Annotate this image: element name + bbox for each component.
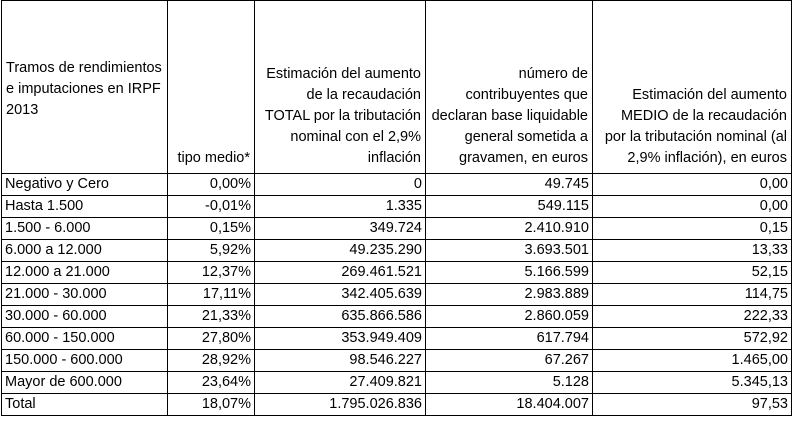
cell-aumento-total: 269.461.521 — [254, 261, 426, 284]
cell-aumento-medio: 572,92 — [592, 327, 792, 350]
table-row: 30.000 - 60.000 21,33% 635.866.586 2.860.05… — [1, 305, 792, 328]
cell-tramo: Total — [1, 393, 168, 416]
table-row: Mayor de 600.000 23,64% 27.409.821 5.128 5.3… — [1, 371, 792, 394]
cell-aumento-medio: 1.465,00 — [592, 349, 792, 372]
cell-aumento-total: 1.795.026.836 — [254, 393, 426, 416]
cell-tramo: Negativo y Cero — [1, 173, 168, 196]
cell-tramo: 30.000 - 60.000 — [1, 305, 168, 328]
table-row: Hasta 1.500 -0,01% 1.335 549.115 0,00 — [1, 195, 792, 218]
cell-aumento-total: 49.235.290 — [254, 239, 426, 262]
cell-contribuyentes: 2.983.889 — [425, 283, 593, 306]
irpf-table: Tramos de rendimientos e imputaciones en… — [1, 0, 792, 416]
cell-aumento-medio: 114,75 — [592, 283, 792, 306]
cell-aumento-total: 98.546.227 — [254, 349, 426, 372]
cell-contribuyentes: 2.860.059 — [425, 305, 593, 328]
cell-tramo: 6.000 a 12.000 — [1, 239, 168, 262]
cell-tramo: 150.000 - 600.000 — [1, 349, 168, 372]
cell-tramo: 1.500 - 6.000 — [1, 217, 168, 240]
cell-aumento-total: 349.724 — [254, 217, 426, 240]
cell-tramo: 12.000 a 21.000 — [1, 261, 168, 284]
cell-aumento-medio: 97,53 — [592, 393, 792, 416]
cell-tramo: Mayor de 600.000 — [1, 371, 168, 394]
cell-tipo-medio: 0,00% — [167, 173, 255, 196]
cell-aumento-total: 1.335 — [254, 195, 426, 218]
table-row: Negativo y Cero 0,00% 0 49.745 0,00 — [1, 173, 792, 196]
cell-tipo-medio: 23,64% — [167, 371, 255, 394]
table-row: 1.500 - 6.000 0,15% 349.724 2.410.910 0,15 — [1, 217, 792, 240]
table-row: 12.000 a 21.000 12,37% 269.461.521 5.166.59… — [1, 261, 792, 284]
cell-aumento-total: 27.409.821 — [254, 371, 426, 394]
cell-tipo-medio: 12,37% — [167, 261, 255, 284]
cell-aumento-medio: 13,33 — [592, 239, 792, 262]
table-body: Negativo y Cero 0,00% 0 49.745 0,00 Hasta 1.5… — [1, 173, 792, 416]
cell-aumento-medio: 5.345,13 — [592, 371, 792, 394]
cell-aumento-total: 353.949.409 — [254, 327, 426, 350]
cell-aumento-medio: 0,00 — [592, 173, 792, 196]
header-aumento-total: Estimación del aumento de la recaudación… — [254, 0, 426, 174]
cell-contribuyentes: 5.128 — [425, 371, 593, 394]
cell-tipo-medio: 0,15% — [167, 217, 255, 240]
cell-contribuyentes: 67.267 — [425, 349, 593, 372]
cell-tipo-medio: 21,33% — [167, 305, 255, 328]
cell-tipo-medio: 28,92% — [167, 349, 255, 372]
cell-aumento-medio: 0,00 — [592, 195, 792, 218]
cell-contribuyentes: 18.404.007 — [425, 393, 593, 416]
cell-tipo-medio: -0,01% — [167, 195, 255, 218]
cell-tipo-medio: 18,07% — [167, 393, 255, 416]
cell-tramo: Hasta 1.500 — [1, 195, 168, 218]
header-tipo-medio: tipo medio* — [167, 0, 255, 174]
cell-contribuyentes: 5.166.599 — [425, 261, 593, 284]
table-row: 6.000 a 12.000 5,92% 49.235.290 3.693.501 13… — [1, 239, 792, 262]
cell-tramo: 60.000 - 150.000 — [1, 327, 168, 350]
cell-contribuyentes: 617.794 — [425, 327, 593, 350]
cell-contribuyentes: 549.115 — [425, 195, 593, 218]
table-row: Total 18,07% 1.795.026.836 18.404.007 97,53 — [1, 393, 792, 416]
cell-aumento-medio: 222,33 — [592, 305, 792, 328]
cell-contribuyentes: 2.410.910 — [425, 217, 593, 240]
header-tramos: Tramos de rendimientos e imputaciones en… — [1, 0, 168, 174]
cell-contribuyentes: 49.745 — [425, 173, 593, 196]
cell-tipo-medio: 5,92% — [167, 239, 255, 262]
header-aumento-medio: Estimación del aumento MEDIO de la recau… — [592, 0, 792, 174]
cell-tipo-medio: 27,80% — [167, 327, 255, 350]
header-contribuyentes: número de contribuyentes que declaran ba… — [425, 0, 593, 174]
cell-contribuyentes: 3.693.501 — [425, 239, 593, 262]
cell-aumento-total: 0 — [254, 173, 426, 196]
header-row: Tramos de rendimientos e imputaciones en… — [1, 0, 792, 174]
cell-aumento-medio: 0,15 — [592, 217, 792, 240]
cell-aumento-total: 635.866.586 — [254, 305, 426, 328]
cell-tipo-medio: 17,11% — [167, 283, 255, 306]
table-row: 150.000 - 600.000 28,92% 98.546.227 67.267 1… — [1, 349, 792, 372]
table-row: 60.000 - 150.000 27,80% 353.949.409 617.794… — [1, 327, 792, 350]
cell-tramo: 21.000 - 30.000 — [1, 283, 168, 306]
cell-aumento-total: 342.405.639 — [254, 283, 426, 306]
cell-aumento-medio: 52,15 — [592, 261, 792, 284]
table-row: 21.000 - 30.000 17,11% 342.405.639 2.983.88… — [1, 283, 792, 306]
